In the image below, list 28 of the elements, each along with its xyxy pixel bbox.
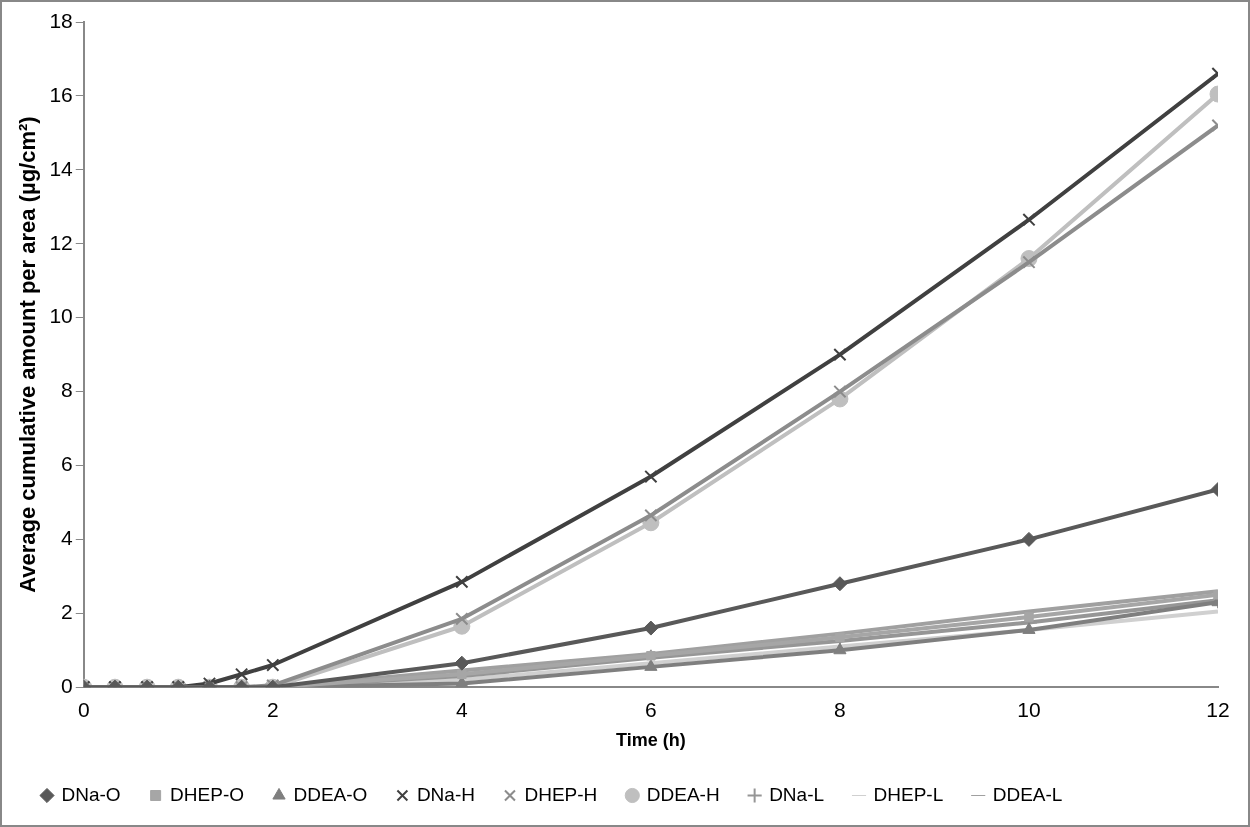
x-tick-label: 0 bbox=[77, 697, 90, 721]
y-tick-label: 4 bbox=[61, 526, 74, 550]
y-tick-label: 8 bbox=[61, 378, 73, 402]
x-tick-label: 12 bbox=[1206, 697, 1230, 721]
y-tick-label: 16 bbox=[49, 82, 73, 106]
y-tick-label: 18 bbox=[49, 8, 73, 32]
legend-label: DDEA-O bbox=[293, 783, 368, 805]
x-tick-label: 4 bbox=[456, 697, 468, 721]
x-tick-label: 8 bbox=[834, 697, 846, 721]
legend-label: DHEP-O bbox=[170, 783, 245, 805]
y-tick-label: 2 bbox=[61, 600, 73, 624]
legend-label: DHEP-H bbox=[524, 783, 598, 805]
x-tick-label: 6 bbox=[645, 697, 657, 721]
y-axis-title: Average cumulative amount per area (µg/cm²) bbox=[15, 116, 41, 593]
x-tick-label: 10 bbox=[1017, 697, 1041, 721]
x-axis-title: Time (h) bbox=[616, 730, 686, 751]
legend-label: DHEP-L bbox=[873, 783, 944, 805]
legend-label: DDEA-H bbox=[646, 783, 720, 805]
legend-label: DNa-H bbox=[416, 783, 475, 805]
y-tick-label: 6 bbox=[61, 452, 73, 476]
x-tick-label: 2 bbox=[266, 697, 279, 721]
y-tick-label: 12 bbox=[49, 230, 73, 254]
legend-label: DNa-O bbox=[61, 783, 121, 805]
y-tick-label: 0 bbox=[61, 674, 73, 697]
legend-label: DDEA-L bbox=[992, 783, 1063, 805]
y-tick-label: 10 bbox=[49, 304, 73, 328]
y-tick-label: 14 bbox=[49, 156, 74, 180]
legend-label: DNa-L bbox=[769, 783, 825, 805]
